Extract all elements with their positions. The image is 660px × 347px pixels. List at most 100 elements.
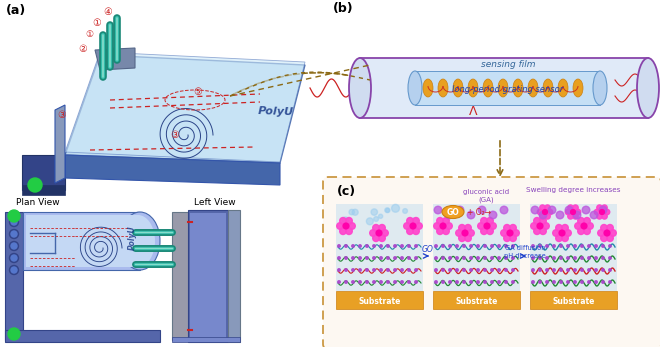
Circle shape	[414, 281, 417, 283]
Circle shape	[437, 228, 444, 235]
Circle shape	[449, 269, 451, 271]
Circle shape	[490, 245, 493, 247]
Circle shape	[9, 218, 18, 227]
Text: (a): (a)	[6, 4, 26, 17]
Circle shape	[512, 257, 514, 259]
Bar	[172, 212, 190, 340]
Circle shape	[366, 281, 368, 283]
Circle shape	[437, 218, 444, 224]
Circle shape	[346, 218, 352, 224]
Text: Λ: Λ	[469, 105, 478, 118]
Circle shape	[379, 281, 382, 283]
Circle shape	[490, 223, 496, 229]
Circle shape	[567, 257, 570, 259]
Circle shape	[556, 211, 564, 219]
Text: Left View: Left View	[194, 198, 236, 207]
Circle shape	[337, 223, 343, 229]
Circle shape	[391, 204, 399, 212]
Circle shape	[574, 269, 576, 271]
Circle shape	[358, 257, 361, 259]
Circle shape	[501, 230, 508, 236]
Circle shape	[486, 218, 493, 224]
Text: ④: ④	[104, 7, 112, 17]
Text: + O₂→: + O₂→	[467, 208, 491, 217]
Circle shape	[601, 225, 607, 231]
Circle shape	[401, 245, 403, 247]
Circle shape	[455, 245, 458, 247]
Circle shape	[366, 218, 374, 225]
Circle shape	[576, 209, 581, 215]
Ellipse shape	[637, 58, 659, 118]
Text: Swelling degree increases: Swelling degree increases	[526, 187, 620, 193]
Bar	[433, 291, 520, 309]
Circle shape	[599, 206, 607, 214]
Circle shape	[486, 228, 493, 235]
Text: GO: GO	[447, 208, 459, 217]
Bar	[530, 291, 617, 309]
Circle shape	[601, 235, 607, 242]
Circle shape	[465, 235, 471, 242]
Circle shape	[358, 269, 361, 271]
Circle shape	[442, 257, 444, 259]
Circle shape	[560, 257, 562, 259]
Circle shape	[607, 235, 613, 242]
Circle shape	[346, 228, 352, 235]
Circle shape	[338, 269, 341, 271]
Circle shape	[401, 281, 403, 283]
Circle shape	[379, 257, 382, 259]
Circle shape	[581, 257, 583, 259]
Circle shape	[394, 257, 396, 259]
Circle shape	[546, 281, 548, 283]
Circle shape	[408, 269, 411, 271]
Circle shape	[537, 209, 543, 215]
Circle shape	[552, 281, 555, 283]
Ellipse shape	[593, 71, 607, 105]
Circle shape	[345, 281, 347, 283]
Circle shape	[498, 269, 500, 271]
Bar	[415, 71, 600, 105]
Circle shape	[403, 209, 407, 213]
Circle shape	[490, 257, 493, 259]
Circle shape	[581, 223, 587, 229]
FancyBboxPatch shape	[323, 177, 660, 347]
Circle shape	[575, 223, 581, 229]
Circle shape	[609, 257, 611, 259]
Circle shape	[532, 257, 535, 259]
Circle shape	[462, 230, 468, 236]
Circle shape	[434, 206, 442, 214]
Text: ⑤: ⑤	[193, 87, 203, 97]
Circle shape	[595, 269, 597, 271]
Circle shape	[505, 269, 508, 271]
Circle shape	[394, 245, 396, 247]
Circle shape	[352, 257, 354, 259]
Circle shape	[567, 281, 570, 283]
Text: ③: ③	[171, 130, 180, 140]
Circle shape	[587, 257, 590, 259]
Circle shape	[490, 269, 493, 271]
Circle shape	[8, 328, 20, 340]
Circle shape	[371, 209, 378, 215]
Bar	[336, 291, 423, 309]
Circle shape	[442, 269, 444, 271]
Circle shape	[348, 223, 355, 229]
Circle shape	[407, 218, 413, 224]
Circle shape	[607, 225, 613, 231]
Circle shape	[498, 257, 500, 259]
Circle shape	[565, 209, 571, 215]
Ellipse shape	[558, 79, 568, 97]
Circle shape	[338, 245, 341, 247]
Circle shape	[573, 205, 578, 210]
Ellipse shape	[423, 79, 433, 97]
Circle shape	[507, 230, 513, 236]
Bar	[190, 213, 226, 339]
Circle shape	[340, 218, 347, 224]
Circle shape	[484, 223, 490, 229]
Circle shape	[552, 230, 559, 236]
Circle shape	[379, 235, 385, 242]
Circle shape	[560, 269, 562, 271]
Circle shape	[374, 217, 379, 221]
Ellipse shape	[483, 79, 493, 97]
Circle shape	[568, 205, 574, 210]
Circle shape	[446, 211, 453, 219]
Circle shape	[568, 214, 574, 219]
